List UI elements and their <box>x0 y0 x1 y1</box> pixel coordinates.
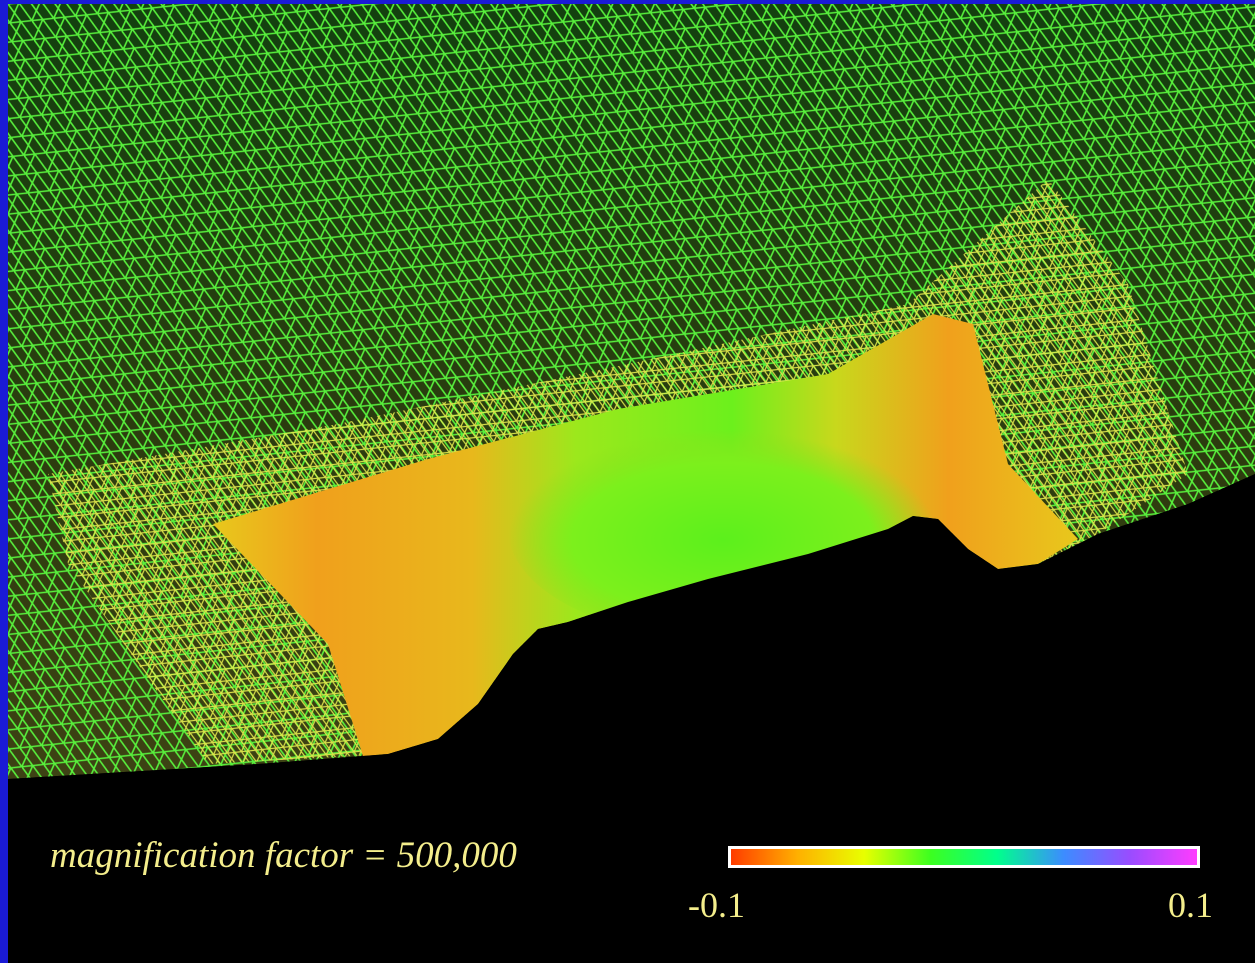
undeformed-region <box>8 474 1255 963</box>
visualization-frame <box>8 4 1255 963</box>
magnification-caption: magnification factor = 500,000 <box>50 835 517 876</box>
color-scale-bar <box>728 846 1200 868</box>
color-scale-min-label: -0.1 <box>688 885 745 925</box>
deformed-mesh-visualization <box>8 4 1255 963</box>
color-scale-max-label: 0.1 <box>1168 885 1213 925</box>
